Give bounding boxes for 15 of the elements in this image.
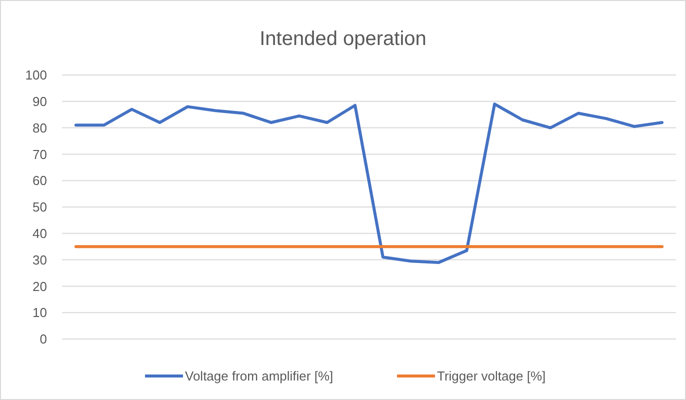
chart-title: Intended operation xyxy=(260,28,426,50)
y-tick-label: 40 xyxy=(32,226,47,241)
y-tick-label: 50 xyxy=(32,200,47,215)
line-series xyxy=(74,102,664,264)
y-tick-label: 90 xyxy=(32,94,47,109)
legend-label: Trigger voltage [%] xyxy=(437,368,546,384)
y-tick-label: 10 xyxy=(32,305,47,320)
legend-label: Voltage from amplifier [%] xyxy=(185,368,334,384)
y-tick-label: 100 xyxy=(25,68,47,83)
y-tick-label: 30 xyxy=(32,252,47,268)
y-tick-label: 0 xyxy=(40,332,47,347)
y-tick-label: 70 xyxy=(32,146,47,162)
y-tick-label: 20 xyxy=(32,278,47,294)
y-tick-label: 80 xyxy=(32,120,47,136)
y-tick-label: 60 xyxy=(32,173,47,188)
